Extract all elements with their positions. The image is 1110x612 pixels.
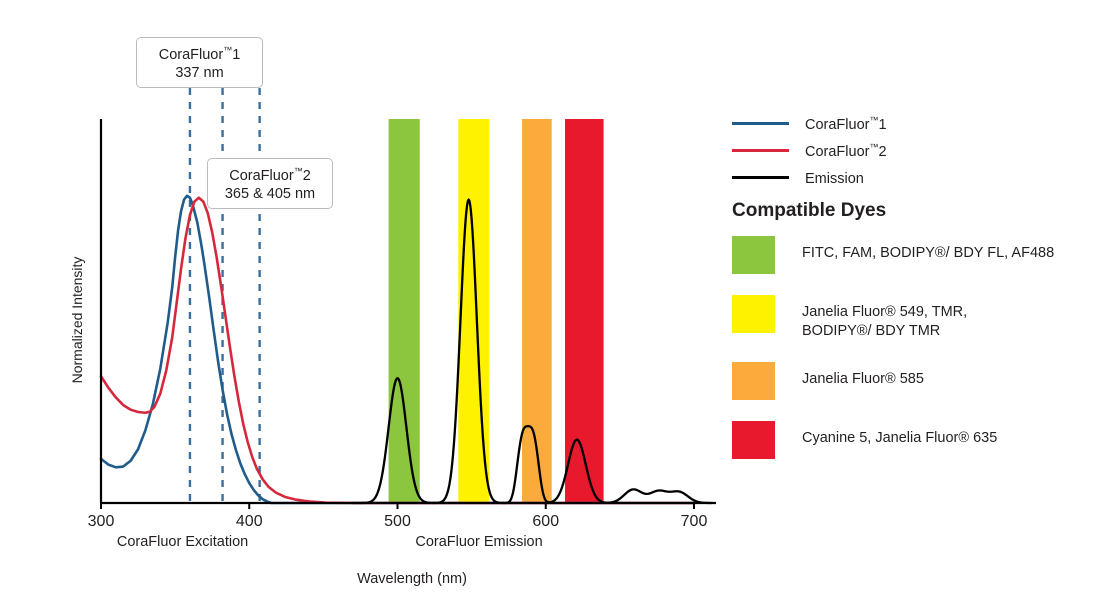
excitation-curve-2 bbox=[99, 196, 696, 505]
legend-line-swatch bbox=[732, 176, 789, 179]
dye-legend-row: Janelia Fluor® 549, TMR, BODIPY®/ BDY TMR bbox=[730, 295, 1100, 341]
legend-series-label-num: 1 bbox=[878, 116, 887, 133]
orange-band bbox=[522, 119, 552, 503]
legend-series-label-tm: ™ bbox=[869, 114, 879, 125]
compatible-dyes-title: Compatible Dyes bbox=[732, 200, 887, 221]
spectra-chart: 300 400 500 600 700 CoraFluor Excitation CoraF… bbox=[69, 88, 716, 587]
callout-2-line1: CoraFluor bbox=[229, 167, 294, 184]
dye-legend-row: Janelia Fluor® 585 bbox=[730, 362, 1100, 401]
emission-region-caption: CoraFluor Emission bbox=[415, 534, 542, 550]
dye-legend-row: FITC, FAM, BODIPY®/ BDY FL, AF488 bbox=[730, 236, 1100, 274]
dye-color-swatch bbox=[732, 295, 775, 333]
callout-2-num: 2 bbox=[302, 167, 311, 184]
dye-color-swatch bbox=[732, 421, 775, 460]
compatible-dyes-list: FITC, FAM, BODIPY®/ BDY FL, AF488 Janelia… bbox=[730, 236, 1100, 480]
callout-1-num: 1 bbox=[232, 46, 241, 63]
callout-2-tm: ™ bbox=[293, 166, 303, 176]
legend-series-row: CoraFluor™1 bbox=[730, 110, 1090, 137]
dye-label: FITC, FAM, BODIPY®/ BDY FL, AF488 bbox=[802, 236, 1054, 263]
dye-label-line1: Janelia Fluor® 585 bbox=[802, 371, 924, 388]
callout-1-tm: ™ bbox=[223, 45, 233, 55]
legend-series-label: Emission bbox=[805, 169, 864, 187]
x-axis-tick-label: 500 bbox=[384, 513, 411, 530]
excitation-region-caption: CoraFluor Excitation bbox=[117, 534, 248, 550]
legend-series-row: CoraFluor™2 bbox=[730, 137, 1090, 164]
legend-line-swatch bbox=[732, 122, 789, 125]
y-axis-title: Normalized Intensity bbox=[69, 257, 85, 384]
callout-2-line2: 365 & 405 nm bbox=[224, 186, 316, 203]
callout-1-line1: CoraFluor bbox=[158, 46, 224, 63]
x-axis-tick-label: 400 bbox=[236, 513, 263, 530]
dye-label-line1: FITC, FAM, BODIPY®/ BDY FL, AF488 bbox=[802, 245, 1055, 261]
green-band bbox=[388, 119, 420, 503]
x-axis-tick-label: 300 bbox=[88, 513, 115, 530]
legend-series-label-num: 2 bbox=[878, 143, 887, 160]
dye-color-swatch bbox=[732, 236, 775, 274]
dye-label-line1: Cyanine 5, Janelia Fluor® 635 bbox=[802, 430, 998, 447]
legend-series-label-tm: ™ bbox=[869, 141, 879, 152]
dye-legend-row: Cyanine 5, Janelia Fluor® 635 bbox=[730, 421, 1100, 460]
dye-label: Janelia Fluor® 585 bbox=[802, 362, 924, 389]
dye-label-line2: BODIPY®/ BDY TMR bbox=[802, 323, 941, 340]
legend-panel: CoraFluor™1 CoraFluor™2 Emission Compatibl… bbox=[730, 0, 1110, 612]
legend-series-label: CoraFluor™2 bbox=[805, 142, 887, 160]
x-axis-tick-label: 600 bbox=[532, 513, 559, 530]
x-axis-title: Wavelength (nm) bbox=[357, 571, 467, 587]
callout-corafluor-1: CoraFluor™1 337 nm bbox=[136, 37, 263, 88]
red-band bbox=[565, 119, 604, 503]
series-legend: CoraFluor™1 CoraFluor™2 Emission bbox=[730, 110, 1090, 191]
dye-label-line1: Janelia Fluor® 549, TMR, bbox=[802, 304, 968, 320]
excitation-curve-1 bbox=[99, 194, 696, 505]
yellow-band bbox=[458, 119, 490, 503]
dye-label: Cyanine 5, Janelia Fluor® 635 bbox=[802, 421, 997, 448]
legend-line-swatch bbox=[732, 149, 789, 152]
legend-series-row: Emission bbox=[730, 164, 1090, 191]
callout-1-line2: 337 nm bbox=[175, 65, 224, 82]
dye-label: Janelia Fluor® 549, TMR, BODIPY®/ BDY TMR bbox=[802, 295, 967, 341]
spectra-plot-svg: 300 400 500 600 700 CoraFluor Excitation CoraF… bbox=[69, 88, 716, 587]
emission-curve bbox=[351, 198, 713, 505]
legend-series-label-text: CoraFluor bbox=[805, 116, 870, 133]
legend-series-label-text: Emission bbox=[805, 170, 864, 187]
legend-series-label-text: CoraFluor bbox=[805, 143, 870, 160]
legend-series-label: CoraFluor™1 bbox=[805, 115, 887, 133]
x-axis-tick-label: 700 bbox=[681, 513, 708, 530]
dye-color-swatch bbox=[732, 362, 775, 401]
callout-corafluor-2: CoraFluor™2 365 & 405 nm bbox=[207, 158, 333, 209]
